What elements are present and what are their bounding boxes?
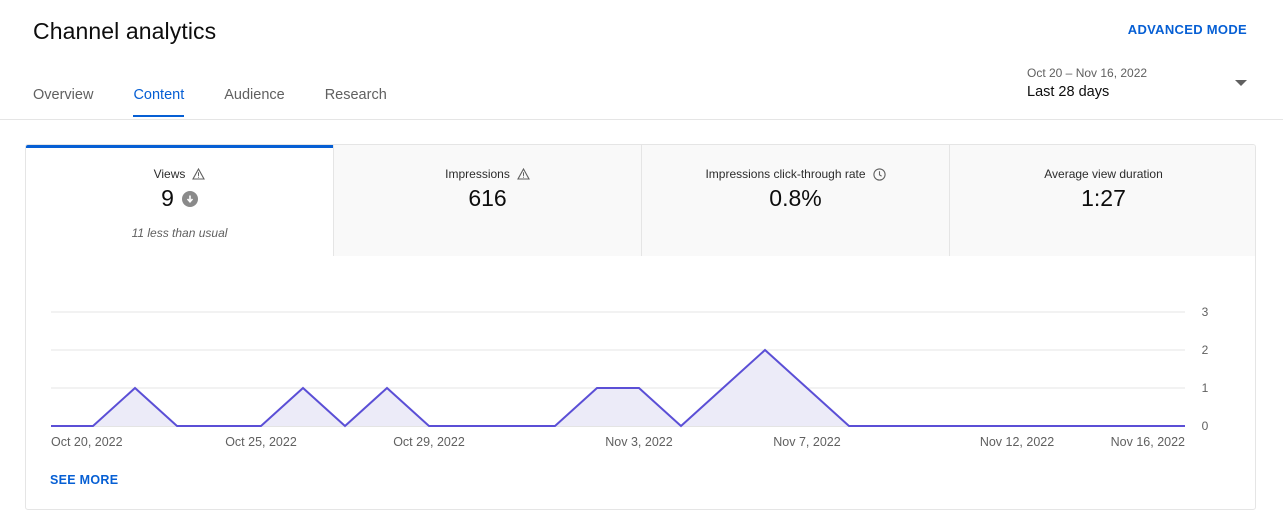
metric-value: 616: [334, 185, 641, 212]
metric-impressions-value: 616: [468, 185, 507, 211]
analytics-card: Views 9 11 less than usual Impressio: [25, 144, 1256, 510]
x-tick-label: Oct 25, 2022: [225, 435, 297, 449]
metric-label: Impressions click-through rate: [642, 167, 949, 181]
page-title: Channel analytics: [33, 18, 217, 44]
metric-label: Views: [26, 167, 333, 181]
metric-impressions-label: Impressions: [445, 167, 510, 181]
metric-impressions[interactable]: Impressions 616: [333, 145, 641, 256]
arrow-down-circle-icon: [181, 190, 198, 207]
warning-icon: [192, 168, 206, 180]
metric-label: Impressions: [334, 167, 641, 181]
x-tick-label: Nov 7, 2022: [773, 435, 840, 449]
metric-ctr-label: Impressions click-through rate: [705, 167, 866, 181]
metric-tabs: Views 9 11 less than usual Impressio: [26, 145, 1255, 256]
metric-ctr[interactable]: Impressions click-through rate 0.8%: [641, 145, 949, 256]
x-tick-label: Nov 16, 2022: [1111, 435, 1185, 449]
date-range-label: Last 28 days: [1027, 84, 1110, 100]
metric-value: 9: [26, 185, 333, 212]
tab-content[interactable]: Content: [133, 78, 184, 117]
header-divider: [0, 119, 1283, 120]
metric-views-value: 9: [161, 185, 174, 211]
metric-value: 1:27: [950, 185, 1255, 212]
views-chart: 0 1 2 3 Oct 20, 2022 Oct 25, 2022 Oct 29, 2022…: [51, 305, 1209, 449]
x-tick-label: Nov 12, 2022: [980, 435, 1054, 449]
advanced-mode-button[interactable]: ADVANCED MODE: [1127, 22, 1247, 37]
metric-views-note: 11 less than usual: [131, 226, 228, 240]
metric-avd-value: 1:27: [1081, 185, 1126, 211]
tab-research[interactable]: Research: [324, 87, 387, 103]
metric-views[interactable]: Views 9 11 less than usual: [26, 145, 333, 256]
metric-views-label: Views: [153, 167, 186, 181]
caret-down-icon[interactable]: [1235, 80, 1247, 86]
views-line: [51, 348, 1185, 428]
tab-audience[interactable]: Audience: [224, 87, 285, 103]
see-more-link[interactable]: SEE MORE: [50, 473, 119, 487]
x-tick-label: Oct 29, 2022: [393, 435, 465, 449]
y-tick-label: 1: [1202, 381, 1209, 395]
metric-avd-label: Average view duration: [1044, 167, 1163, 181]
tab-overview[interactable]: Overview: [33, 87, 94, 103]
clock-icon: [872, 167, 886, 181]
x-tick-label: Oct 20, 2022: [51, 435, 123, 449]
metric-value: 0.8%: [642, 185, 949, 212]
date-range-picker[interactable]: Oct 20 – Nov 16, 2022 Last 28 days: [1027, 62, 1252, 108]
metric-avg-view-duration[interactable]: Average view duration 1:27: [949, 145, 1255, 256]
warning-icon: [516, 168, 530, 180]
metric-label: Average view duration: [950, 167, 1255, 181]
x-tick-label: Nov 3, 2022: [605, 435, 672, 449]
date-range-text: Oct 20 – Nov 16, 2022: [1027, 66, 1148, 80]
y-tick-label: 0: [1202, 419, 1209, 433]
y-tick-label: 2: [1202, 343, 1209, 357]
tab-bar: Overview Content Audience Research: [33, 78, 387, 119]
y-tick-label: 3: [1202, 305, 1209, 319]
metric-ctr-value: 0.8%: [769, 185, 822, 211]
